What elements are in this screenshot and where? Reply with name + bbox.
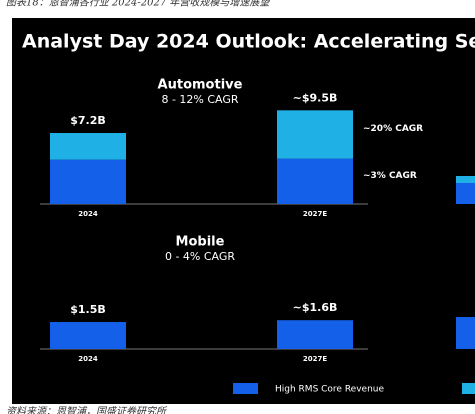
bar-segment [277, 110, 353, 159]
panel-title: Automotive [158, 78, 243, 93]
bar-segment [50, 322, 126, 349]
annotation: ~20% CAGR [363, 124, 423, 134]
cut-bar [456, 317, 475, 349]
category-label: 2027E [303, 355, 327, 363]
value-label: ~$9.5B [293, 91, 338, 104]
legend-swatch [233, 383, 258, 394]
bar-segment [277, 320, 353, 349]
legend-swatch [462, 383, 475, 394]
value-label: $7.2B [70, 114, 106, 127]
bar-segment [277, 158, 353, 204]
cut-bar [456, 176, 475, 183]
category-label: 2024 [78, 355, 98, 363]
category-label: 2027E [303, 210, 327, 218]
category-label: 2024 [78, 210, 98, 218]
value-label: ~$1.6B [293, 301, 338, 314]
panel-subtitle: 0 - 4% CAGR [165, 250, 235, 263]
bar-segment [50, 159, 126, 204]
source: 资料来源：恩智浦，国盛证券研究所 [6, 406, 168, 414]
panel-subtitle: 8 - 12% CAGR [161, 93, 238, 106]
annotation: ~3% CAGR [363, 171, 417, 181]
bar-segment [50, 133, 126, 160]
cut-bar [456, 183, 475, 204]
caption: 图表18：恩智浦各行业 2024-2027 年营收规模与增速展望 [6, 0, 271, 9]
slide-title: Analyst Day 2024 Outlook: Accelerating S… [22, 31, 475, 53]
legend-label: High RMS Core Revenue [275, 385, 384, 395]
value-label: $1.5B [70, 303, 106, 316]
panel-title: Mobile [176, 235, 225, 250]
